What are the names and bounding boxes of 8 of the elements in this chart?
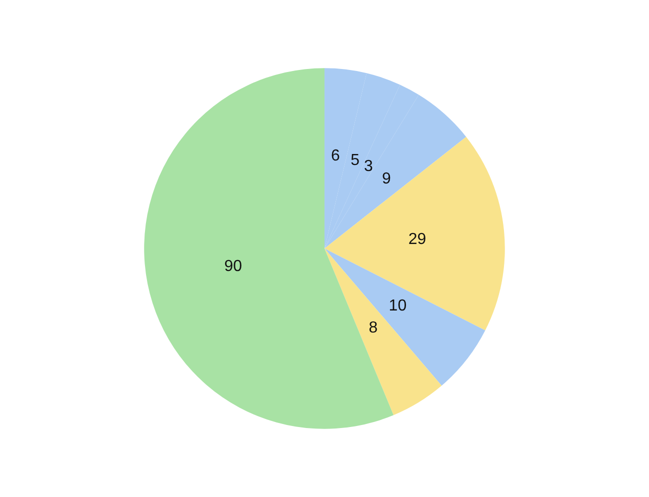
data-label: 8 bbox=[368, 319, 378, 336]
data-label: 10 bbox=[388, 298, 407, 315]
data-label: 5 bbox=[350, 152, 360, 169]
data-label: 3 bbox=[364, 158, 373, 175]
data-label: 9 bbox=[382, 170, 391, 188]
data-label: 90 bbox=[224, 258, 242, 276]
data-label: 29 bbox=[408, 230, 426, 248]
data-label: 6 bbox=[331, 147, 340, 164]
